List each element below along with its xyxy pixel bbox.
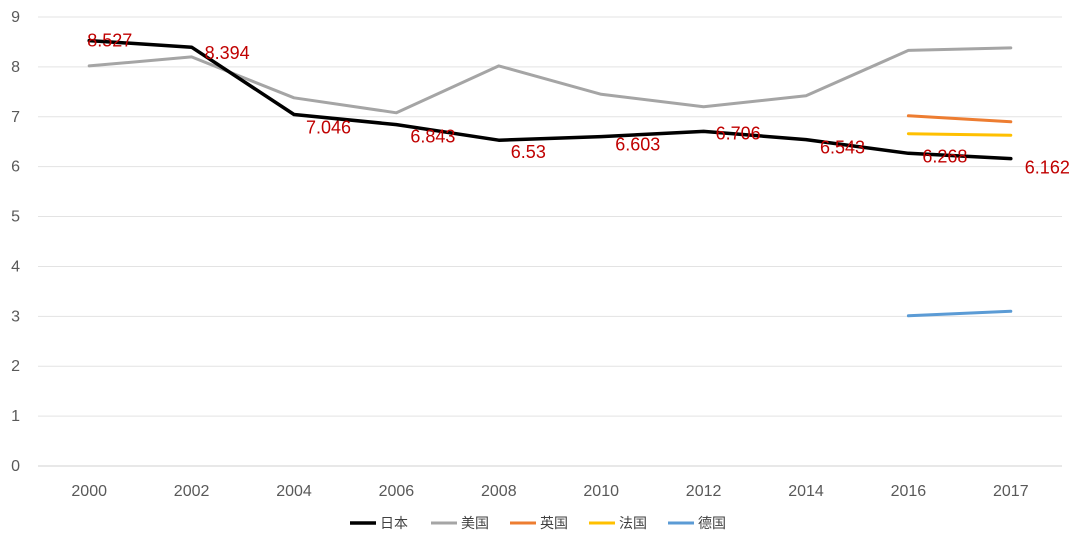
y-tick-label: 9 [11, 9, 20, 26]
series-line-德国 [906, 309, 1013, 318]
data-label-日本: 6.268 [922, 146, 967, 166]
data-label-日本: 6.543 [820, 138, 865, 158]
x-tick-label: 2000 [71, 483, 107, 500]
y-tick-label: 4 [11, 258, 20, 275]
legend-label: 德国 [698, 516, 726, 532]
series-line-法国 [906, 132, 1013, 137]
legend-label: 法国 [619, 516, 647, 532]
data-label-日本: 6.706 [716, 123, 761, 143]
data-label-日本: 8.394 [205, 43, 250, 63]
y-tick-label: 7 [11, 109, 20, 126]
y-tick-label: 0 [11, 458, 20, 475]
data-label-日本: 6.603 [615, 135, 660, 155]
series-line-英国 [906, 114, 1013, 124]
y-tick-label: 6 [11, 159, 20, 176]
x-tick-label: 2008 [481, 483, 517, 500]
x-tick-label: 2017 [993, 483, 1029, 500]
legend: 日本 美国 英国 法国 德国 [350, 515, 726, 532]
series-lines [87, 38, 1013, 318]
data-label-日本: 8.527 [87, 31, 132, 51]
series-line-美国 [87, 46, 1013, 115]
data-label-日本: 7.046 [306, 117, 351, 137]
x-tick-label: 2012 [686, 483, 722, 500]
series-line-日本 [87, 38, 1013, 161]
x-tick-label: 2006 [379, 483, 415, 500]
y-tick-label: 8 [11, 59, 20, 76]
y-tick-label: 2 [11, 358, 20, 375]
x-tick-label: 2014 [788, 483, 824, 500]
gridlines [38, 16, 1062, 467]
x-tick-label: 2002 [174, 483, 210, 500]
data-label-日本: 6.843 [410, 127, 455, 147]
legend-label: 英国 [540, 515, 568, 532]
y-axis-ticks: 0 1 2 3 4 5 6 7 8 9 [11, 9, 20, 475]
y-tick-label: 3 [11, 308, 20, 325]
data-label-日本: 6.162 [1025, 158, 1070, 178]
x-tick-label: 2004 [276, 483, 312, 500]
data-label-日本: 6.53 [511, 142, 546, 162]
data-labels: 8.527 8.394 7.046 6.843 6.53 6.603 6.706 6.543 6… [87, 31, 1070, 178]
x-tick-label: 2010 [583, 483, 619, 500]
y-tick-label: 5 [11, 209, 20, 226]
legend-label: 日本 [380, 516, 408, 532]
x-axis-ticks: 2000 2002 2004 2006 2008 2010 2012 2014 2016 2017 [71, 483, 1028, 500]
y-tick-label: 1 [11, 408, 20, 425]
legend-label: 美国 [461, 516, 489, 532]
x-tick-label: 2016 [891, 483, 927, 500]
